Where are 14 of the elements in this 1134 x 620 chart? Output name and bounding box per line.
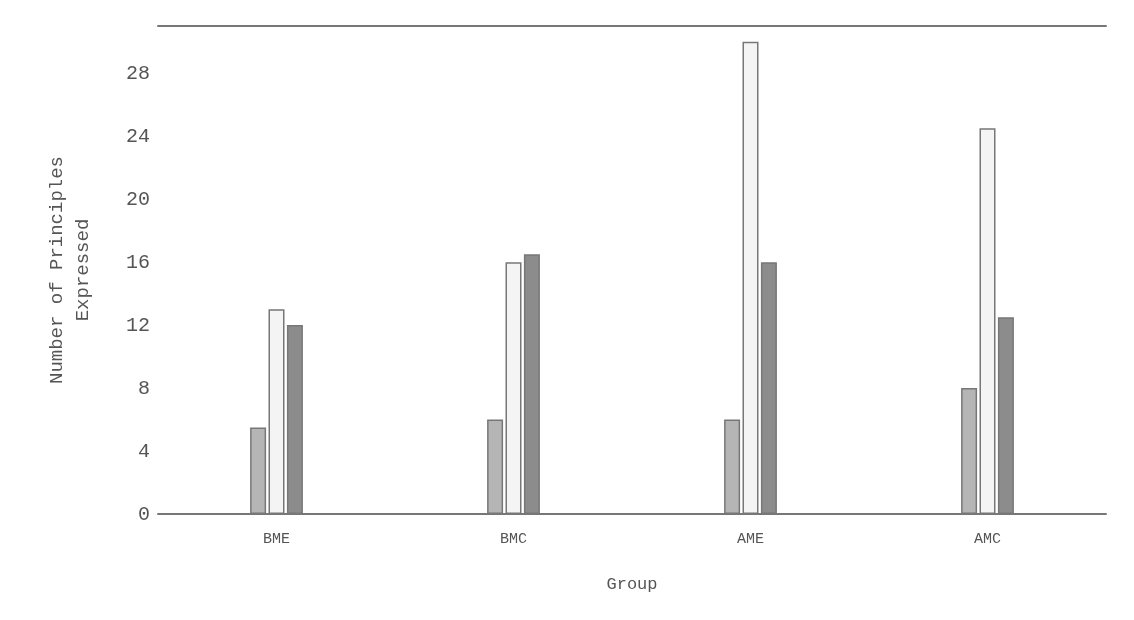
x-tick-label: BME [262,531,291,548]
y-tick-label: 8 [137,376,150,400]
y-tick-label: 20 [125,187,150,211]
y-tick-label: 0 [137,502,150,526]
x-tick-label: BMC [499,531,528,548]
y-tick-label: 24 [125,124,150,148]
y-tick-label: 12 [125,313,150,337]
x-axis-title: Group [606,575,658,594]
y-axis-title: Number of Principles Expressed [46,155,94,385]
x-tick-label: AMC [973,531,1002,548]
y-tick-label: 28 [125,61,150,85]
x-tick-label: AME [736,531,765,548]
y-tick-label: 4 [137,439,150,463]
y-tick-label: 16 [125,250,150,274]
